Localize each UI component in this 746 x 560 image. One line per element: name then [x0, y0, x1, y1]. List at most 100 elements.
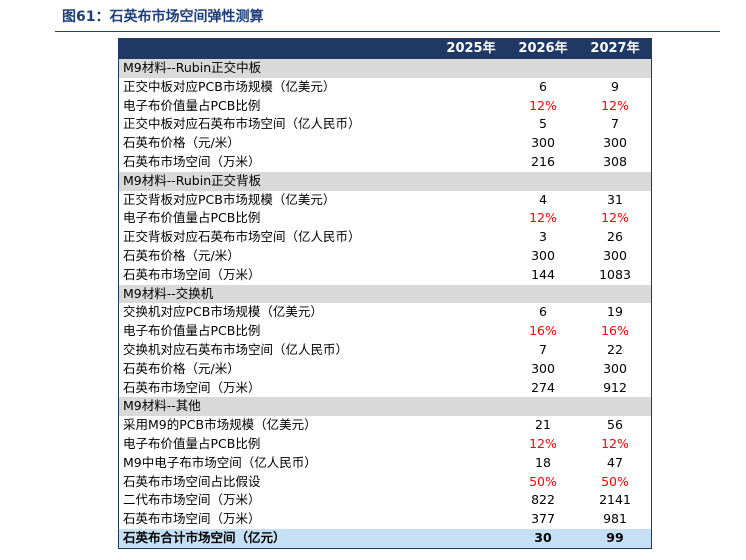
- row-label: 正交中板对应石英布市场空间（亿人民币）: [123, 116, 361, 132]
- value-cell: 6: [539, 304, 547, 320]
- row-label: 石英布市场空间（万米）: [123, 266, 261, 282]
- value-cell: 216: [531, 153, 555, 169]
- data-row: 电子布价值量占PCB比例 12% 12%: [119, 97, 652, 116]
- value-cell: 47: [607, 454, 623, 470]
- data-row: 石英布价格（元/米） 300 300: [119, 360, 652, 379]
- row-label: 电子布价值量占PCB比例: [123, 210, 261, 226]
- total-row: 石英布合计市场空间（亿元） 30 99: [118, 528, 652, 549]
- empty-cell: [435, 97, 507, 116]
- data-row: 电子布价值量占PCB比例 12% 12%: [119, 435, 652, 454]
- value-cell: 912: [603, 379, 627, 395]
- value-cell: 144: [531, 266, 555, 282]
- data-row: 石英布市场空间（万米） 144 1083: [119, 266, 652, 285]
- value-cell: 50%: [529, 473, 557, 489]
- value-cell: 822: [531, 492, 555, 508]
- empty-cell: [435, 134, 507, 153]
- empty-cell: [435, 435, 507, 454]
- row-label: 电子布价值量占PCB比例: [123, 97, 261, 113]
- value-cell: 300: [603, 360, 627, 376]
- value-cell: 26: [607, 229, 623, 245]
- value-cell: 7: [611, 116, 619, 132]
- empty-cell: [435, 491, 507, 510]
- row-label: 石英布价格（元/米）: [123, 135, 240, 151]
- value-cell: 1083: [599, 266, 631, 282]
- value-cell: 12%: [529, 97, 557, 113]
- row-label: 石英布市场空间（万米）: [123, 153, 261, 169]
- value-cell: 5: [539, 116, 547, 132]
- row-label: 石英布市场空间（万米）: [123, 379, 261, 395]
- row-label: 石英布市场空间占比假设: [123, 473, 261, 489]
- row-label: 采用M9的PCB市场规模（亿美元）: [123, 417, 317, 433]
- title-rule: [55, 31, 720, 32]
- value-cell: 30: [507, 528, 579, 549]
- column-header: 2027年: [579, 38, 652, 59]
- value-cell: 21: [535, 417, 551, 433]
- empty-cell: [435, 528, 507, 549]
- data-row: 正交背板对应石英布市场空间（亿人民币） 3 26: [119, 228, 652, 247]
- value-cell: 12%: [601, 435, 629, 451]
- section-row: M9材料--Rubin正交背板: [118, 171, 652, 191]
- header-cell: [118, 38, 435, 59]
- value-cell: 377: [531, 511, 555, 527]
- value-cell: 300: [603, 135, 627, 151]
- data-row: 电子布价值量占PCB比例 12% 12%: [119, 209, 652, 228]
- section-title: M9材料--交换机: [118, 284, 652, 304]
- section-title: M9材料--其他: [118, 397, 652, 417]
- figure-title: 图61：石英布市场空间弹性测算: [62, 9, 264, 25]
- data-row: M9中电子布市场空间（亿人民币） 18 47: [119, 454, 652, 473]
- row-label: 交换机对应PCB市场规模（亿美元）: [123, 304, 323, 320]
- empty-cell: [435, 510, 507, 529]
- empty-cell: [435, 341, 507, 360]
- section-row: M9材料--交换机: [118, 284, 652, 304]
- value-cell: 99: [579, 528, 652, 549]
- header-row: 2025年 2026年 2027年: [118, 38, 652, 59]
- empty-cell: [435, 322, 507, 341]
- empty-cell: [435, 228, 507, 247]
- row-label: 石英布价格（元/米）: [123, 247, 240, 263]
- value-cell: 16%: [529, 323, 557, 339]
- data-row: 电子布价值量占PCB比例 16% 16%: [119, 322, 652, 341]
- data-row: 采用M9的PCB市场规模（亿美元） 21 56: [119, 416, 652, 435]
- value-cell: 12%: [529, 435, 557, 451]
- empty-cell: [435, 454, 507, 473]
- value-cell: 22: [607, 341, 623, 357]
- empty-cell: [435, 153, 507, 172]
- empty-cell: [435, 209, 507, 228]
- data-row: 正交中板对应PCB市场规模（亿美元） 6 9: [119, 78, 652, 97]
- value-cell: 308: [603, 153, 627, 169]
- row-label: 石英布市场空间（万米）: [123, 511, 261, 527]
- value-cell: 16%: [601, 323, 629, 339]
- data-row: 石英布市场空间（万米） 274 912: [119, 379, 652, 398]
- empty-cell: [435, 416, 507, 435]
- data-row: 正交背板对应PCB市场规模（亿美元） 4 31: [119, 191, 652, 210]
- empty-cell: [435, 247, 507, 266]
- value-cell: 12%: [601, 97, 629, 113]
- value-cell: 6: [539, 78, 547, 94]
- empty-cell: [435, 78, 507, 97]
- section-title: M9材料--Rubin正交中板: [118, 59, 652, 78]
- data-row: 石英布价格（元/米） 300 300: [119, 247, 652, 266]
- row-label: 石英布价格（元/米）: [123, 360, 240, 376]
- empty-cell: [435, 360, 507, 379]
- data-row: 石英布市场空间（万米） 216 308: [119, 153, 652, 172]
- empty-cell: [435, 473, 507, 492]
- value-cell: 300: [531, 360, 555, 376]
- row-label: M9中电子布市场空间（亿人民币）: [123, 454, 317, 470]
- row-label: 电子布价值量占PCB比例: [123, 323, 261, 339]
- value-cell: 300: [531, 135, 555, 151]
- value-cell: 300: [531, 247, 555, 263]
- value-cell: 7: [539, 341, 547, 357]
- data-row: 正交中板对应石英布市场空间（亿人民币） 5 7: [119, 115, 652, 134]
- value-cell: 9: [611, 78, 619, 94]
- value-cell: 3: [539, 229, 547, 245]
- value-cell: 31: [607, 191, 623, 207]
- section-row: M9材料--其他: [118, 397, 652, 417]
- row-label: 正交背板对应石英布市场空间（亿人民币）: [123, 229, 361, 245]
- data-row: 交换机对应石英布市场空间（亿人民币） 7 22: [119, 341, 652, 360]
- value-cell: 300: [603, 247, 627, 263]
- row-label: 电子布价值量占PCB比例: [123, 435, 261, 451]
- row-label: 交换机对应石英布市场空间（亿人民币）: [123, 341, 349, 357]
- data-table: 2025年 2026年 2027年 M9材料--Rubin正交中板 正交中板对应PCB市…: [118, 38, 652, 549]
- value-cell: 19: [607, 304, 623, 320]
